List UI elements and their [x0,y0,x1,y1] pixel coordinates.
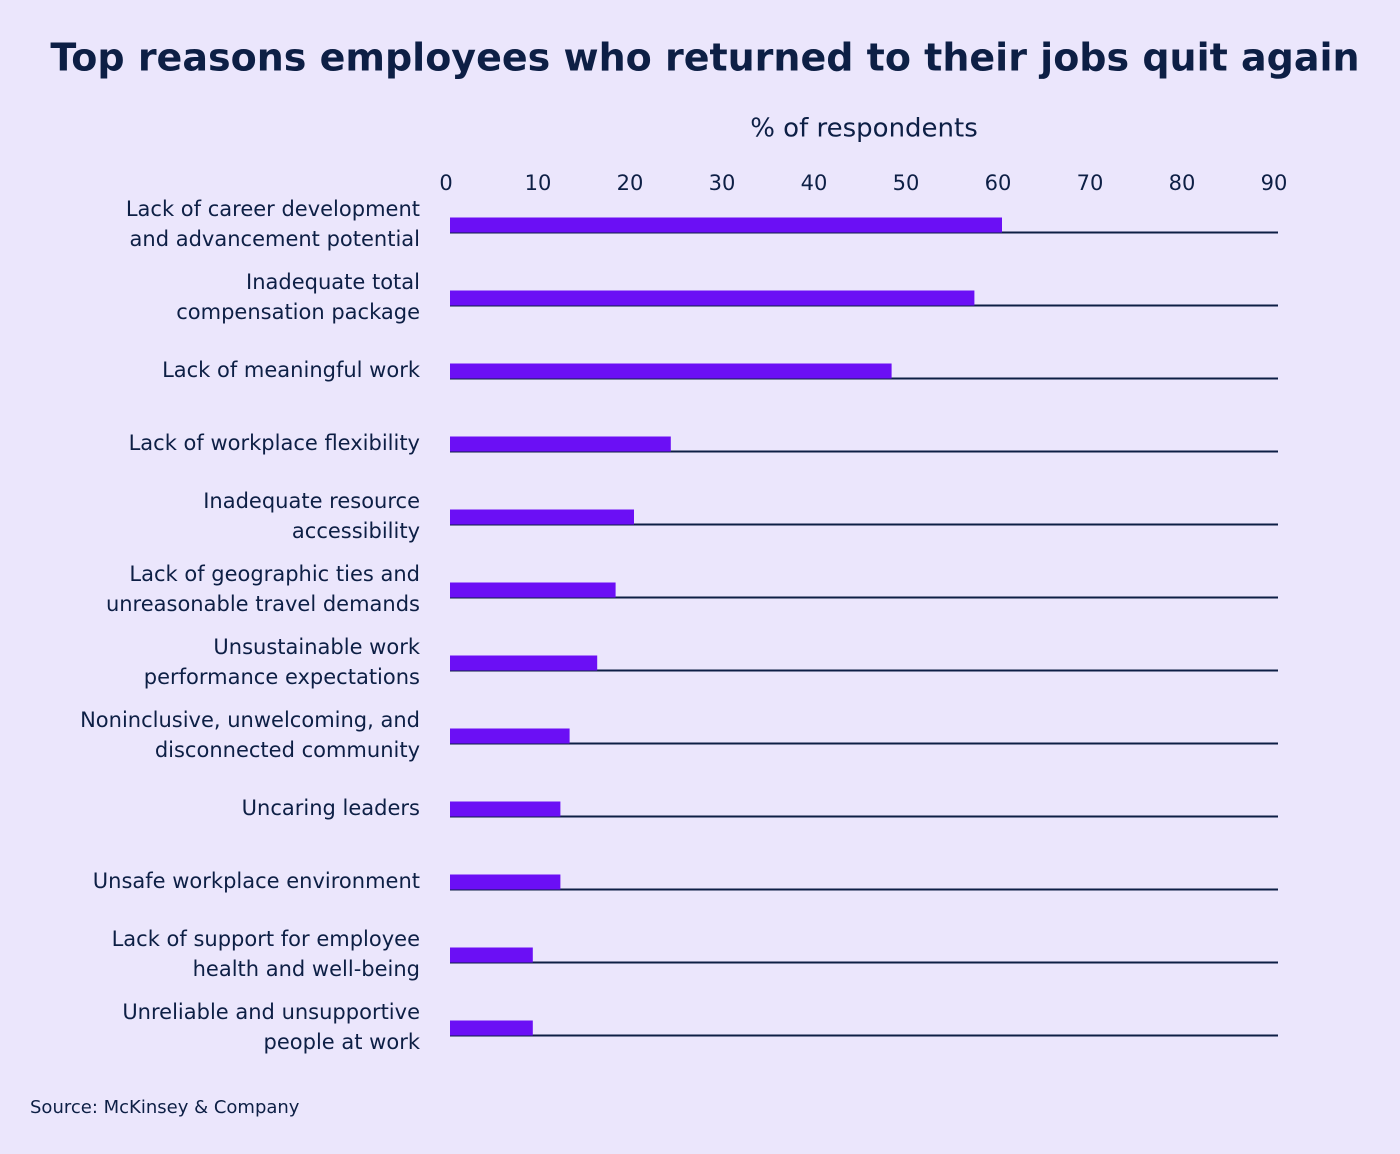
source: Source: McKinsey & Company [30,1097,300,1118]
y-tick-label: Inadequate total [246,270,420,294]
chart-title: Top reasons employees who returned to th… [50,36,1359,80]
y-tick-label: Lack of meaningful work [162,358,421,382]
y-tick-label: accessibility [292,519,420,543]
x-tick-label: 10 [525,171,552,195]
y-tick-label: Uncaring leaders [242,796,420,820]
x-tick-label: 0 [439,171,452,195]
y-tick-label: disconnected community [155,738,420,762]
bar [450,363,892,379]
x-tick-label: 50 [893,171,920,195]
bar [450,728,570,744]
bar [450,509,634,525]
y-tick-label: health and well-being [193,957,420,981]
x-tick-label: 20 [617,171,644,195]
bar [450,947,533,963]
x-tick-label: 70 [1077,171,1104,195]
y-tick-label: Noninclusive, unwelcoming, and [80,708,420,732]
y-tick-label: and advancement potential [130,227,420,251]
x-tick-label: 30 [709,171,736,195]
y-tick-label: Lack of career development [126,197,420,221]
bar [450,1020,533,1036]
y-tick-label: people at work [264,1030,421,1054]
y-tick-label: unreasonable travel demands [106,592,420,616]
x-tick-label: 80 [1169,171,1196,195]
bar [450,801,561,817]
bar [450,582,616,598]
bar [450,290,975,306]
y-tick-label: performance expectations [144,665,420,689]
x-tick-label: 40 [801,171,828,195]
y-tick-label: Lack of geographic ties and [129,562,420,586]
x-axis-title: % of respondents [750,114,978,144]
bar [450,436,671,452]
bar [450,217,1002,233]
y-tick-label: Unreliable and unsupportive [122,1000,420,1024]
y-tick-label: Unsafe workplace environment [93,869,420,893]
y-tick-label: Lack of support for employee [112,927,420,951]
y-tick-label: Unsustainable work [213,635,420,659]
y-tick-label: Inadequate resource [203,489,420,513]
x-tick-label: 90 [1261,171,1288,195]
bar [450,655,598,671]
bar [450,874,561,890]
y-tick-label: Lack of workplace flexibility [129,431,420,455]
y-tick-label: compensation package [176,300,420,324]
x-tick-label: 60 [985,171,1012,195]
